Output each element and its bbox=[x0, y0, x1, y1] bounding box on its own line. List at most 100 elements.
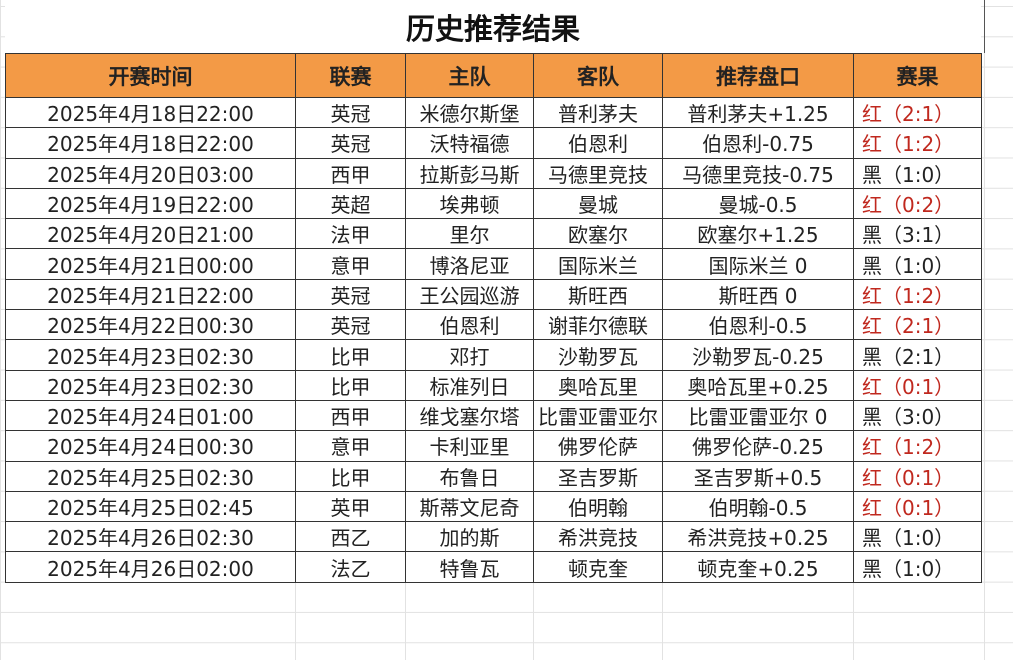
header-home[interactable]: 主队 bbox=[405, 53, 534, 98]
cell-league[interactable]: 英超 bbox=[295, 187, 406, 220]
cell-result[interactable]: 黑（1:0） bbox=[853, 551, 982, 583]
cell-time[interactable]: 2025年4月18日22:00 bbox=[5, 127, 296, 159]
cell-pick[interactable]: 顿克奎+0.25 bbox=[662, 551, 854, 583]
cell-league[interactable]: 西甲 bbox=[295, 399, 406, 432]
cell-time[interactable]: 2025年4月26日02:30 bbox=[5, 521, 296, 553]
cell-pick[interactable]: 马德里竞技-0.75 bbox=[662, 157, 854, 189]
cell-time[interactable]: 2025年4月21日00:00 bbox=[5, 248, 296, 280]
cell-league[interactable]: 英冠 bbox=[295, 278, 406, 311]
cell-result[interactable]: 红（0:1） bbox=[853, 460, 982, 492]
cell-pick[interactable]: 普利茅夫+1.25 bbox=[662, 96, 854, 129]
cell-time[interactable]: 2025年4月19日22:00 bbox=[5, 187, 296, 220]
cell-time[interactable]: 2025年4月20日03:00 bbox=[5, 157, 296, 189]
cell-away[interactable]: 希洪竞技 bbox=[533, 521, 663, 553]
cell-away[interactable]: 圣吉罗斯 bbox=[533, 460, 663, 492]
cell-result[interactable]: 黑（1:0） bbox=[853, 157, 982, 189]
cell-home[interactable]: 邓打 bbox=[405, 339, 534, 371]
cell-result[interactable]: 红（2:1） bbox=[853, 96, 982, 129]
header-away[interactable]: 客队 bbox=[533, 53, 663, 98]
cell-pick[interactable]: 国际米兰 0 bbox=[662, 248, 854, 280]
cell-home[interactable]: 拉斯彭马斯 bbox=[405, 157, 534, 189]
cell-away[interactable]: 国际米兰 bbox=[533, 248, 663, 280]
cell-result[interactable]: 黑（3:0） bbox=[853, 399, 982, 432]
cell-league[interactable]: 比甲 bbox=[295, 339, 406, 371]
sheet-title[interactable]: 历史推荐结果 bbox=[5, 0, 981, 53]
cell-pick[interactable]: 伯恩利-0.5 bbox=[662, 309, 854, 341]
cell-home[interactable]: 里尔 bbox=[405, 218, 534, 250]
cell-result[interactable]: 红（1:2） bbox=[853, 430, 982, 462]
cell-pick[interactable]: 佛罗伦萨-0.25 bbox=[662, 430, 854, 462]
cell-away[interactable]: 顿克奎 bbox=[533, 551, 663, 583]
cell-time[interactable]: 2025年4月20日21:00 bbox=[5, 218, 296, 250]
cell-away[interactable]: 斯旺西 bbox=[533, 278, 663, 311]
cell-result[interactable]: 红（2:1） bbox=[853, 309, 982, 341]
cell-time[interactable]: 2025年4月23日02:30 bbox=[5, 369, 296, 401]
header-league[interactable]: 联赛 bbox=[295, 53, 406, 98]
cell-home[interactable]: 米德尔斯堡 bbox=[405, 96, 534, 129]
cell-time[interactable]: 2025年4月24日00:30 bbox=[5, 430, 296, 462]
cell-away[interactable]: 比雷亚雷亚尔 bbox=[533, 399, 663, 432]
cell-result[interactable]: 红（0:1） bbox=[853, 490, 982, 523]
cell-home[interactable]: 伯恩利 bbox=[405, 309, 534, 341]
cell-pick[interactable]: 希洪竞技+0.25 bbox=[662, 521, 854, 553]
cell-league[interactable]: 比甲 bbox=[295, 369, 406, 401]
cell-pick[interactable]: 比雷亚雷亚尔 0 bbox=[662, 399, 854, 432]
cell-time[interactable]: 2025年4月25日02:30 bbox=[5, 460, 296, 492]
cell-away[interactable]: 欧塞尔 bbox=[533, 218, 663, 250]
cell-league[interactable]: 英冠 bbox=[295, 96, 406, 129]
cell-home[interactable]: 维戈塞尔塔 bbox=[405, 399, 534, 432]
cell-pick[interactable]: 伯恩利-0.75 bbox=[662, 127, 854, 159]
cell-league[interactable]: 英冠 bbox=[295, 127, 406, 159]
cell-home[interactable]: 特鲁瓦 bbox=[405, 551, 534, 583]
cell-away[interactable]: 奥哈瓦里 bbox=[533, 369, 663, 401]
cell-result[interactable]: 红（1:2） bbox=[853, 127, 982, 159]
cell-result[interactable]: 红（0:2） bbox=[853, 187, 982, 220]
cell-time[interactable]: 2025年4月24日01:00 bbox=[5, 399, 296, 432]
cell-result[interactable]: 红（0:1） bbox=[853, 369, 982, 401]
cell-away[interactable]: 曼城 bbox=[533, 187, 663, 220]
cell-home[interactable]: 博洛尼亚 bbox=[405, 248, 534, 280]
cell-away[interactable]: 沙勒罗瓦 bbox=[533, 339, 663, 371]
cell-result[interactable]: 黑（2:1） bbox=[853, 339, 982, 371]
cell-time[interactable]: 2025年4月25日02:45 bbox=[5, 490, 296, 523]
cell-away[interactable]: 普利茅夫 bbox=[533, 96, 663, 129]
cell-home[interactable]: 标准列日 bbox=[405, 369, 534, 401]
cell-pick[interactable]: 奥哈瓦里+0.25 bbox=[662, 369, 854, 401]
cell-result[interactable]: 红（1:2） bbox=[853, 278, 982, 311]
cell-home[interactable]: 卡利亚里 bbox=[405, 430, 534, 462]
header-result[interactable]: 赛果 bbox=[853, 53, 982, 98]
cell-away[interactable]: 马德里竞技 bbox=[533, 157, 663, 189]
cell-time[interactable]: 2025年4月18日22:00 bbox=[5, 96, 296, 129]
cell-home[interactable]: 布鲁日 bbox=[405, 460, 534, 492]
cell-time[interactable]: 2025年4月23日02:30 bbox=[5, 339, 296, 371]
cell-away[interactable]: 佛罗伦萨 bbox=[533, 430, 663, 462]
cell-result[interactable]: 黑（1:0） bbox=[853, 248, 982, 280]
cell-away[interactable]: 谢菲尔德联 bbox=[533, 309, 663, 341]
header-pick[interactable]: 推荐盘口 bbox=[662, 53, 854, 98]
cell-pick[interactable]: 曼城-0.5 bbox=[662, 187, 854, 220]
header-time[interactable]: 开赛时间 bbox=[5, 53, 296, 98]
cell-pick[interactable]: 沙勒罗瓦-0.25 bbox=[662, 339, 854, 371]
cell-away[interactable]: 伯恩利 bbox=[533, 127, 663, 159]
cell-league[interactable]: 比甲 bbox=[295, 460, 406, 492]
cell-result[interactable]: 黑（1:0） bbox=[853, 521, 982, 553]
cell-league[interactable]: 法乙 bbox=[295, 551, 406, 583]
cell-league[interactable]: 意甲 bbox=[295, 430, 406, 462]
cell-home[interactable]: 埃弗顿 bbox=[405, 187, 534, 220]
cell-league[interactable]: 法甲 bbox=[295, 218, 406, 250]
cell-home[interactable]: 沃特福德 bbox=[405, 127, 534, 159]
cell-pick[interactable]: 斯旺西 0 bbox=[662, 278, 854, 311]
cell-pick[interactable]: 圣吉罗斯+0.5 bbox=[662, 460, 854, 492]
cell-league[interactable]: 意甲 bbox=[295, 248, 406, 280]
cell-home[interactable]: 加的斯 bbox=[405, 521, 534, 553]
cell-league[interactable]: 西甲 bbox=[295, 157, 406, 189]
cell-league[interactable]: 英甲 bbox=[295, 490, 406, 523]
cell-result[interactable]: 黑（3:1） bbox=[853, 218, 982, 250]
cell-time[interactable]: 2025年4月22日00:30 bbox=[5, 309, 296, 341]
cell-league[interactable]: 英冠 bbox=[295, 309, 406, 341]
cell-home[interactable]: 斯蒂文尼奇 bbox=[405, 490, 534, 523]
cell-time[interactable]: 2025年4月26日02:00 bbox=[5, 551, 296, 583]
cell-league[interactable]: 西乙 bbox=[295, 521, 406, 553]
cell-pick[interactable]: 伯明翰-0.5 bbox=[662, 490, 854, 523]
cell-time[interactable]: 2025年4月21日22:00 bbox=[5, 278, 296, 311]
